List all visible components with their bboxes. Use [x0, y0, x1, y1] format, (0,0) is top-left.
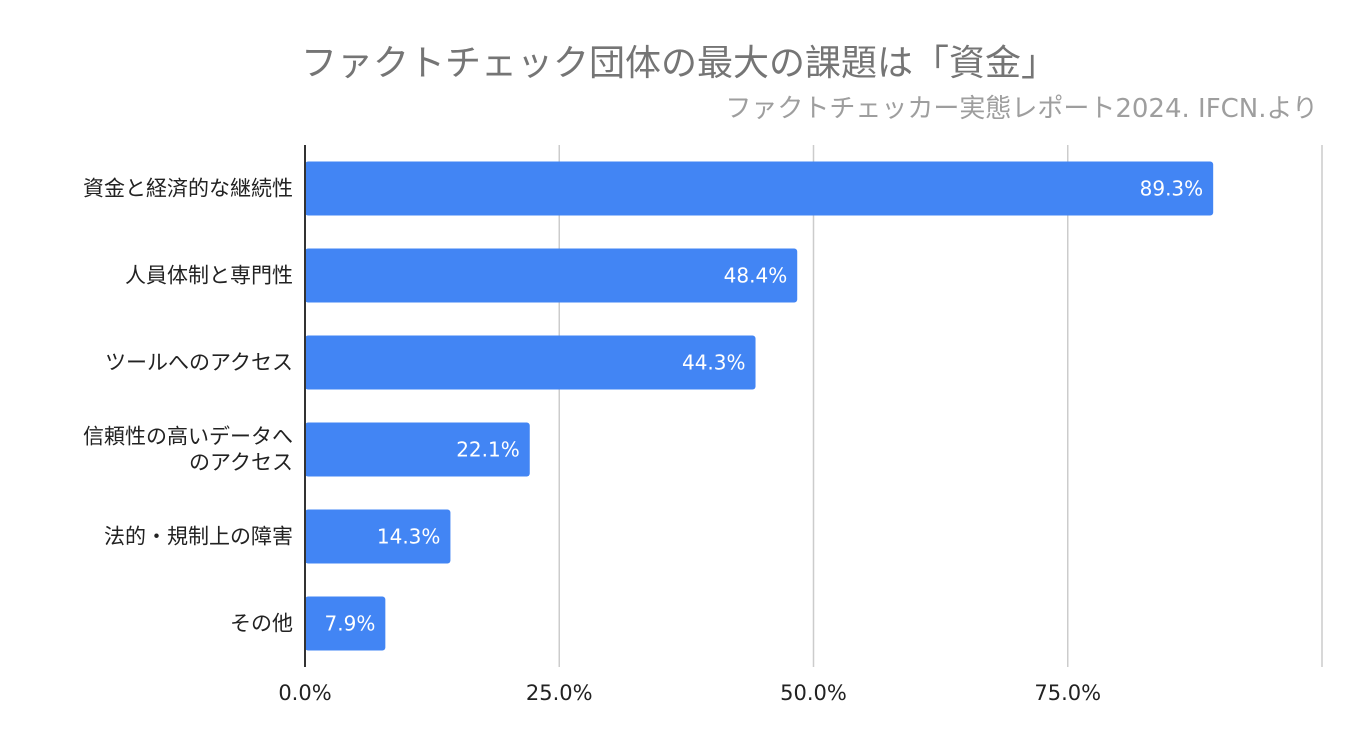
chart-subtitle: ファクトチェッカー実態レポート2024. IFCN.より: [725, 94, 1318, 124]
data-label: 14.3%: [377, 525, 441, 549]
category-label: のアクセス: [189, 451, 293, 475]
category-label: その他: [230, 612, 293, 636]
category-label: 法的・規制上の障害: [104, 525, 293, 549]
category-label: 人員体制と専門性: [125, 264, 293, 288]
data-label: 7.9%: [325, 612, 376, 636]
bar: [305, 509, 451, 564]
x-tick-label: 50.0%: [780, 681, 847, 705]
category-label: 資金と経済的な継続性: [83, 177, 293, 201]
bar: [305, 248, 798, 303]
labels: 89.3% 資金と経済的な継続性 48.4% 人員体制と専門性 44.3% ツールへのアク…: [83, 177, 1203, 706]
gridlines: [558, 145, 1323, 667]
data-label: 89.3%: [1140, 177, 1204, 201]
bar: [305, 422, 530, 477]
x-tick-label: 0.0%: [278, 681, 331, 705]
bars: [305, 161, 1214, 651]
chart-title: ファクトチェック団体の最大の課題は「資金」: [300, 43, 1057, 84]
data-label: 44.3%: [682, 351, 746, 375]
bar: [305, 161, 1214, 216]
data-label: 48.4%: [724, 264, 788, 288]
bar: [305, 335, 756, 390]
category-label: 信頼性の高いデータへ: [83, 425, 293, 449]
bar: [305, 596, 386, 651]
x-tick-label: 25.0%: [526, 681, 593, 705]
x-tick-label: 75.0%: [1034, 681, 1101, 705]
category-label: ツールへのアクセス: [105, 351, 293, 375]
data-label: 22.1%: [456, 438, 520, 462]
